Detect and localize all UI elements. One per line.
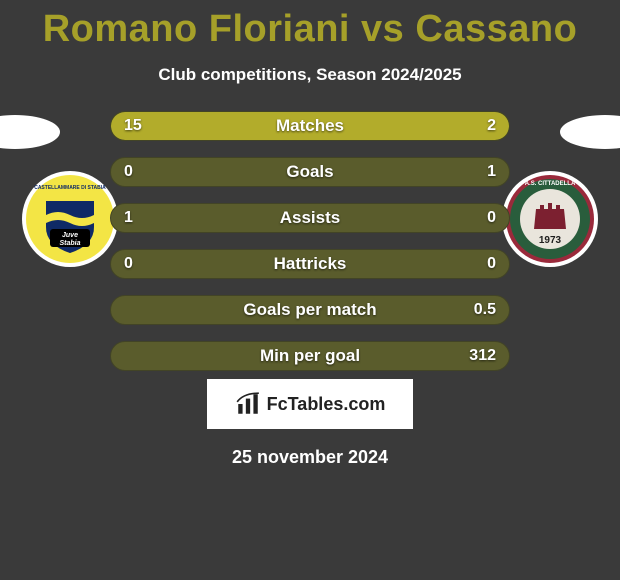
stat-value-right: 2 <box>487 111 496 141</box>
stat-row: Goals per match0.5 <box>110 295 510 325</box>
stat-bars: Matches152Goals01Assists10Hattricks00Goa… <box>110 111 510 387</box>
stat-label: Goals per match <box>110 295 510 325</box>
subtitle: Club competitions, Season 2024/2025 <box>0 65 620 85</box>
stat-value-left: 15 <box>124 111 142 141</box>
crest-left-text1: Juve <box>62 232 78 239</box>
date: 25 november 2024 <box>0 447 620 468</box>
juve-stabia-badge-icon: Juve Stabia CASTELLAMMARE DI STABIA <box>20 169 120 269</box>
stat-value-right: 0 <box>487 203 496 233</box>
stat-value-right: 312 <box>469 341 496 371</box>
stat-value-right: 0 <box>487 249 496 279</box>
left-oval <box>0 115 60 149</box>
crest-right-year: 1973 <box>539 235 562 246</box>
stat-label: Goals <box>110 157 510 187</box>
page-title: Romano Floriani vs Cassano <box>0 0 620 51</box>
crest-left-text2: Stabia <box>59 240 80 247</box>
team-crest-right: 1973 A.S. CITTADELLA <box>500 169 600 269</box>
stat-value-left: 1 <box>124 203 133 233</box>
cittadella-badge-icon: 1973 A.S. CITTADELLA <box>500 169 600 269</box>
team-crest-left: Juve Stabia CASTELLAMMARE DI STABIA <box>20 169 120 269</box>
svg-text:A.S. CITTADELLA: A.S. CITTADELLA <box>525 181 576 187</box>
stat-value-right: 1 <box>487 157 496 187</box>
stat-label: Matches <box>110 111 510 141</box>
stat-label: Min per goal <box>110 341 510 371</box>
stat-row: Hattricks0 0 <box>110 249 510 279</box>
fctables-text: FcTables.com <box>267 394 386 415</box>
comparison-arena: Juve Stabia CASTELLAMMARE DI STABIA 1973… <box>0 111 620 371</box>
stat-label: Hattricks <box>110 249 510 279</box>
stat-value-right: 0.5 <box>474 295 496 325</box>
right-oval <box>560 115 620 149</box>
svg-text:CASTELLAMMARE DI STABIA: CASTELLAMMARE DI STABIA <box>34 185 106 191</box>
stat-label: Assists <box>110 203 510 233</box>
bar-chart-icon <box>235 391 261 417</box>
stat-row: Min per goal312 <box>110 341 510 371</box>
stat-row: Matches15 2 <box>110 111 510 141</box>
stat-value-left: 0 <box>124 157 133 187</box>
stat-row: Assists1 0 <box>110 203 510 233</box>
stat-value-left: 0 <box>124 249 133 279</box>
stat-row: Goals0 1 <box>110 157 510 187</box>
